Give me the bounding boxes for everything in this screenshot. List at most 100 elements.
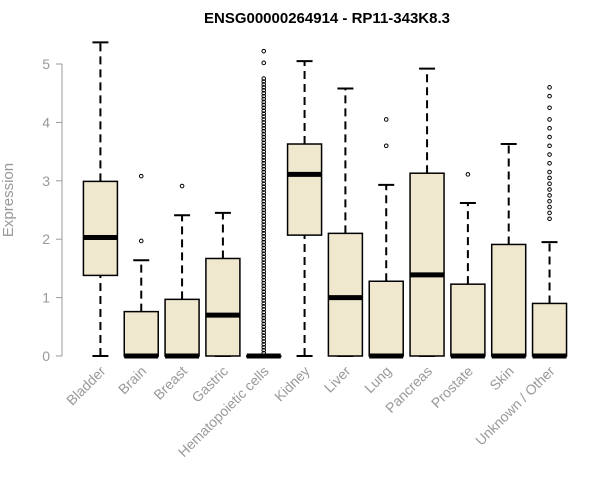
outlier-point — [261, 309, 267, 315]
outlier-point — [261, 201, 267, 207]
box-group — [164, 183, 200, 359]
outlier-point — [261, 60, 267, 66]
y-tick-label: 1 — [42, 290, 50, 306]
outlier-point — [261, 330, 267, 335]
box-group — [327, 87, 364, 357]
outlier-point — [261, 102, 267, 108]
x-tick-label: Bladder — [63, 363, 109, 409]
outlier-point — [261, 114, 267, 119]
outlier-point — [261, 163, 267, 169]
outlier-point — [261, 306, 267, 312]
box — [531, 302, 568, 357]
outlier-point — [261, 347, 267, 353]
outlier-point — [261, 79, 267, 84]
outlier-point — [261, 298, 267, 303]
outlier-point — [261, 178, 267, 184]
outlier-point — [261, 210, 267, 216]
box — [368, 280, 404, 357]
outlier-point — [261, 286, 267, 292]
outlier-point — [261, 228, 267, 233]
outlier-point — [261, 204, 267, 210]
box-group — [531, 85, 568, 359]
x-tick-label: Breast — [150, 363, 190, 403]
outlier-point — [261, 327, 267, 333]
outlier-point — [261, 120, 267, 125]
box — [490, 243, 527, 357]
outlier-point — [261, 333, 267, 338]
outlier-point — [547, 105, 552, 111]
outlier-point — [261, 315, 267, 321]
outlier-point — [261, 260, 267, 265]
outlier-point — [261, 181, 267, 187]
outlier-point — [261, 169, 267, 175]
box — [205, 257, 241, 357]
outlier-point — [261, 137, 267, 143]
outlier-point — [261, 283, 267, 289]
outlier-point — [261, 85, 267, 90]
outlier-point — [547, 204, 552, 210]
outlier-point — [261, 280, 267, 286]
outlier-point — [261, 242, 267, 248]
outlier-point — [261, 48, 267, 54]
outlier-point — [261, 277, 267, 283]
outlier-point — [547, 210, 552, 216]
outlier-point — [261, 350, 267, 356]
y-tick-label: 3 — [42, 173, 50, 189]
outlier-point — [261, 160, 267, 166]
outlier-point — [547, 125, 552, 131]
box — [164, 298, 200, 357]
outlier-point — [547, 187, 552, 192]
outlier-point — [261, 245, 267, 251]
outlier-point — [547, 160, 552, 166]
box-group — [123, 173, 159, 359]
outlier-point — [261, 134, 267, 140]
outlier-point — [261, 213, 267, 219]
outlier-point — [261, 207, 267, 213]
outlier-point — [261, 304, 267, 309]
box-group — [205, 211, 241, 357]
x-tick-label: Lung — [361, 363, 394, 396]
outlier-point — [547, 169, 552, 175]
outlier-point — [261, 233, 267, 239]
outlier-point — [261, 324, 267, 330]
box — [286, 143, 323, 236]
outlier-point — [261, 187, 267, 192]
box — [82, 180, 119, 277]
outlier-point — [261, 239, 267, 245]
outlier-point — [383, 117, 389, 122]
outlier-point — [261, 222, 267, 227]
box — [409, 172, 445, 357]
outlier-point — [261, 321, 267, 327]
outlier-point — [261, 266, 267, 271]
outlier-point — [261, 82, 267, 87]
outlier-point — [383, 143, 389, 149]
outlier-point — [261, 219, 267, 224]
outlier-point — [261, 236, 267, 242]
box-group — [368, 117, 404, 359]
outlier-point — [547, 198, 552, 204]
y-tick-label: 2 — [42, 231, 50, 247]
x-tick-label: Skin — [486, 363, 517, 394]
outlier-point — [261, 172, 267, 178]
outlier-point — [261, 140, 267, 146]
outlier-point — [261, 155, 267, 160]
x-tick-label: Prostate — [428, 363, 476, 411]
y-tick-label: 0 — [42, 348, 50, 364]
outlier-point — [261, 125, 267, 131]
box-group — [286, 60, 323, 357]
outlier-point — [261, 128, 267, 134]
outlier-point — [261, 198, 267, 204]
outlier-point — [261, 312, 267, 318]
outlier-point — [261, 269, 267, 274]
box — [123, 310, 159, 357]
outlier-point — [261, 257, 267, 262]
outlier-point — [138, 173, 144, 179]
outlier-point — [261, 117, 267, 122]
outlier-point — [547, 181, 552, 187]
outlier-point — [547, 193, 552, 198]
outlier-point — [261, 251, 267, 257]
y-axis: 0 1 2 3 4 5 — [42, 56, 63, 364]
outlier-point — [261, 225, 267, 230]
y-tick-label: 5 — [42, 56, 50, 72]
outlier-point — [261, 196, 267, 201]
